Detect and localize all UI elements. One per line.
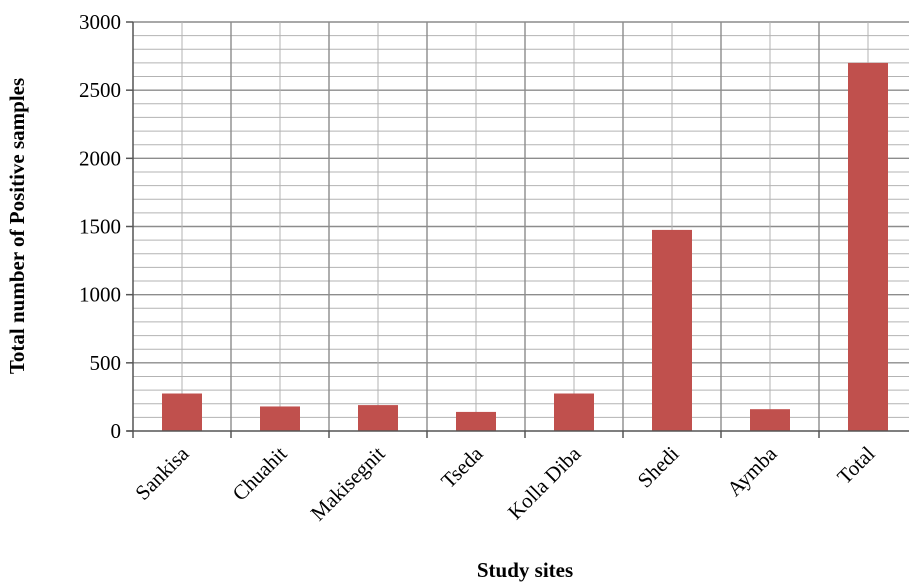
y-tick-label: 2500 <box>79 78 121 102</box>
x-tick-label: Makisegnit <box>306 441 390 525</box>
y-tick-label: 3000 <box>79 10 121 34</box>
axes <box>126 21 909 438</box>
x-tick-label: Shedi <box>633 441 684 492</box>
bar-sankisa <box>162 393 202 431</box>
x-axis-title: Study sites <box>477 558 573 582</box>
x-tick-label: Kolla Diba <box>503 441 586 524</box>
bar-tseda <box>456 411 496 431</box>
x-tick-label: Tseda <box>436 441 488 493</box>
y-tick-label: 1500 <box>79 215 121 239</box>
bar-aymba <box>750 409 790 431</box>
y-axis-title: Total number of Positive samples <box>5 78 29 374</box>
y-tick-label: 500 <box>90 351 122 375</box>
y-tick-label: 1000 <box>79 283 121 307</box>
x-tick-label: Aymba <box>722 441 782 501</box>
y-tick-label: 2000 <box>79 146 121 170</box>
grid <box>133 21 909 431</box>
x-tick-label: Total <box>832 441 879 488</box>
x-tick-label: Chuahit <box>228 441 292 505</box>
bar-total <box>848 62 888 432</box>
bar-makisegnit <box>358 405 398 431</box>
bars <box>162 62 888 432</box>
bar-chuahit <box>260 406 300 431</box>
y-tick-label: 0 <box>111 419 122 443</box>
bar-kolla-diba <box>554 393 594 431</box>
x-tick-label: Sankisa <box>130 441 194 505</box>
bar-shedi <box>652 229 692 431</box>
